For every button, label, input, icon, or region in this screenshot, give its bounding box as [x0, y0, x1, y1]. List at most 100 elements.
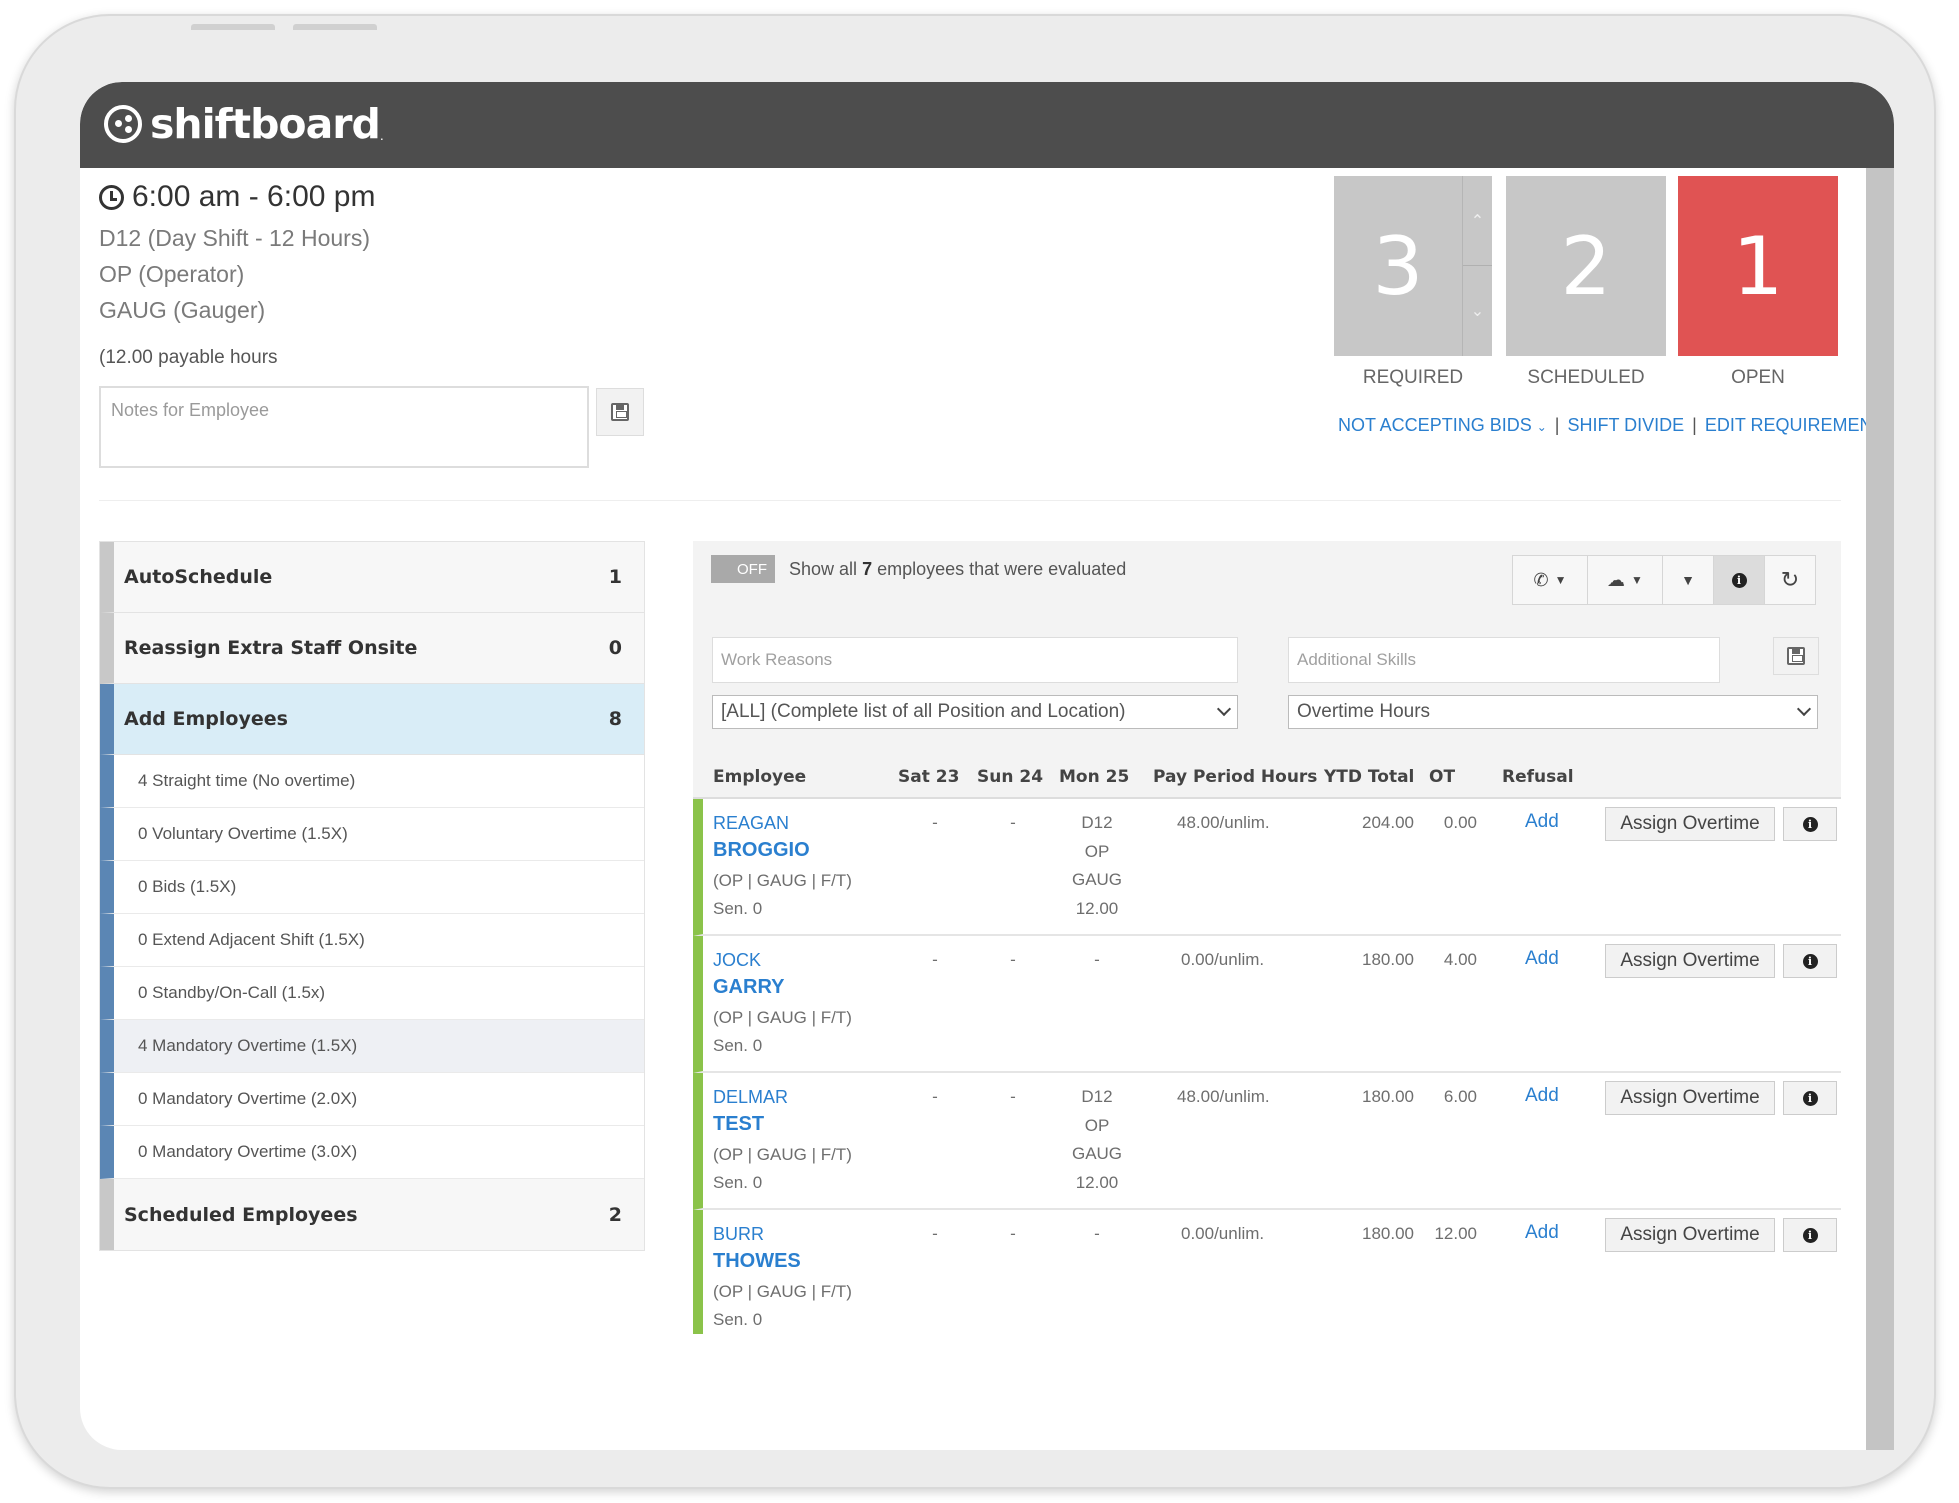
sort-by-select[interactable]: Overtime Hours	[1288, 695, 1818, 729]
edit-requirement-link[interactable]: EDIT REQUIREMENT	[1704, 415, 1884, 435]
sat-cell: -	[932, 1224, 938, 1243]
employee-last-name[interactable]: THOWES	[713, 1250, 801, 1272]
pay-period-cell: 48.00/unlim.	[1177, 813, 1270, 832]
page-scrollbar[interactable]	[1866, 168, 1894, 1450]
sub-item-straight-time[interactable]: 4 Straight time (No overtime)	[100, 755, 644, 808]
info-toggle-button[interactable]: i	[1713, 555, 1765, 605]
work-reasons-input[interactable]	[712, 637, 1238, 683]
scheduled-count-box: 2	[1506, 176, 1666, 356]
sat-cell: -	[932, 950, 938, 969]
sub-item-extend-adjacent-shift[interactable]: 0 Extend Adjacent Shift (1.5X)	[100, 914, 644, 967]
employee-first-name[interactable]: DELMAR	[713, 1087, 789, 1107]
info-icon: i	[1802, 1227, 1818, 1243]
show-all-prefix: Show all	[789, 559, 858, 579]
stepper-down-icon[interactable]: ⌄	[1470, 303, 1485, 320]
employee-first-name[interactable]: REAGAN	[713, 813, 790, 833]
ot-cell: 4.00	[1443, 950, 1477, 969]
mon-cell: -	[1094, 950, 1100, 969]
required-count-box: 3	[1334, 176, 1462, 356]
sun-cell: -	[1010, 950, 1016, 969]
col-refusal: Refusal	[1502, 767, 1574, 787]
toggle-label: OFF	[737, 560, 767, 578]
panel-item-add-employees[interactable]: Add Employees 8	[100, 684, 644, 755]
add-refusal-link[interactable]: Add	[1525, 948, 1559, 969]
ytd-cell: 180.00	[1362, 1087, 1414, 1106]
panel-item-label: AutoSchedule	[124, 566, 273, 588]
sun-cell: -	[1010, 1224, 1016, 1243]
save-filters-button[interactable]	[1773, 637, 1819, 675]
ytd-cell: 204.00	[1362, 813, 1414, 832]
sub-item-standby-on-call[interactable]: 0 Standby/On-Call (1.5x)	[100, 967, 644, 1020]
panel-item-count: 2	[608, 1203, 622, 1226]
open-label: OPEN	[1731, 367, 1785, 388]
employee-first-name[interactable]: BURR	[713, 1224, 765, 1244]
col-employee[interactable]: Employee	[713, 767, 807, 787]
chevron-down-icon: ⌄	[1536, 420, 1547, 434]
panel-item-scheduled-employees[interactable]: Scheduled Employees 2	[100, 1179, 644, 1250]
notes-for-employee-field[interactable]	[99, 386, 589, 468]
ot-cell: 12.00	[1434, 1224, 1477, 1243]
cloud-dropdown-button[interactable]: ☁ ▼	[1587, 555, 1663, 605]
position-location-value: [ALL] (Complete list of all Position and…	[721, 701, 1126, 722]
assign-overtime-button[interactable]: Assign Overtime	[1605, 944, 1775, 978]
scheduled-label: SCHEDULED	[1527, 367, 1645, 388]
shift-time-text: 6:00 am - 6:00 pm	[132, 180, 376, 213]
employee-table: Employee Sat 23 Sun 24 Mon 25 Pay Period…	[693, 755, 1841, 1334]
app-screen: shiftboard . 6:00 am - 6:00 pm D12 (Day …	[80, 82, 1894, 1450]
employee-first-name[interactable]: JOCK	[713, 950, 762, 970]
phone-dropdown-button[interactable]: ✆ ▼	[1512, 555, 1588, 605]
pay-period-cell: 0.00/unlim.	[1181, 1224, 1265, 1243]
employee-info-button[interactable]: i	[1783, 944, 1837, 978]
info-icon: i	[1802, 1090, 1818, 1106]
add-refusal-link[interactable]: Add	[1525, 1085, 1559, 1106]
sub-item-mandatory-overtime-1-5x[interactable]: 4 Mandatory Overtime (1.5X)	[100, 1020, 644, 1073]
col-mon: Mon 25	[1059, 767, 1130, 787]
scheduled-count: 2	[1560, 219, 1612, 313]
col-sun: Sun 24	[977, 767, 1044, 787]
mon-cell: -	[1094, 1224, 1100, 1243]
assign-overtime-button[interactable]: Assign Overtime	[1605, 1081, 1775, 1115]
link-separator: |	[1692, 415, 1697, 435]
additional-skills-input[interactable]	[1288, 637, 1720, 683]
toolbar: ✆ ▼ ☁ ▼ ▼ i ↻	[1512, 555, 1816, 605]
clock-icon	[99, 184, 124, 210]
pay-period-cell: 48.00/unlim.	[1177, 1087, 1270, 1106]
sort-by-value: Overtime Hours	[1297, 701, 1431, 722]
employee-tags: (OP | GAUG | F/T)	[713, 1008, 852, 1027]
browser-tab-edge	[191, 24, 275, 30]
filter-button[interactable]: ▼	[1662, 555, 1714, 605]
employee-last-name[interactable]: GARRY	[713, 976, 785, 998]
sub-item-bids[interactable]: 0 Bids (1.5X)	[100, 861, 644, 914]
panel-item-reassign-extra-staff[interactable]: Reassign Extra Staff Onsite 0	[100, 613, 644, 684]
not-accepting-bids-dropdown[interactable]: NOT ACCEPTING BIDS ⌄	[1338, 415, 1547, 436]
ytd-cell: 180.00	[1362, 950, 1414, 969]
stepper-up-icon[interactable]: ⌃	[1463, 176, 1492, 266]
show-all-toggle[interactable]: OFF	[711, 555, 775, 583]
required-stepper[interactable]: ⌃ ⌄	[1462, 176, 1492, 356]
employee-info-button[interactable]: i	[1783, 1081, 1837, 1115]
position-location-select[interactable]: [ALL] (Complete list of all Position and…	[712, 695, 1238, 729]
employee-info-button[interactable]: i	[1783, 1218, 1837, 1252]
add-refusal-link[interactable]: Add	[1525, 811, 1559, 832]
sub-item-voluntary-overtime[interactable]: 0 Voluntary Overtime (1.5X)	[100, 808, 644, 861]
chevron-down-icon	[1796, 701, 1812, 717]
refresh-button[interactable]: ↻	[1764, 555, 1816, 605]
panel-item-autoschedule[interactable]: AutoSchedule 1	[100, 542, 644, 613]
assign-overtime-button[interactable]: Assign Overtime	[1605, 1218, 1775, 1252]
sub-item-mandatory-overtime-2-0x[interactable]: 0 Mandatory Overtime (2.0X)	[100, 1073, 644, 1126]
add-refusal-link[interactable]: Add	[1525, 1222, 1559, 1243]
table-row: REAGAN BROGGIO (OP | GAUG | F/T) Sen. 0 …	[693, 799, 1841, 936]
sub-item-mandatory-overtime-3-0x[interactable]: 0 Mandatory Overtime (3.0X)	[100, 1126, 644, 1179]
shift-divide-link[interactable]: SHIFT DIVIDE	[1567, 415, 1685, 435]
open-count-box: 1	[1678, 176, 1838, 356]
employee-evaluation-panel: OFF Show all 7 employees that were evalu…	[693, 541, 1841, 1334]
save-notes-button[interactable]	[596, 388, 644, 436]
pay-period-cell: 0.00/unlim.	[1181, 950, 1265, 969]
employee-seniority: Sen. 0	[713, 899, 763, 918]
not-accepting-bids-label: NOT ACCEPTING BIDS	[1338, 415, 1532, 435]
employee-last-name[interactable]: BROGGIO	[713, 839, 810, 861]
shiftboard-logo[interactable]: shiftboard .	[104, 100, 384, 148]
employee-info-button[interactable]: i	[1783, 807, 1837, 841]
assign-overtime-button[interactable]: Assign Overtime	[1605, 807, 1775, 841]
employee-last-name[interactable]: TEST	[713, 1113, 765, 1135]
